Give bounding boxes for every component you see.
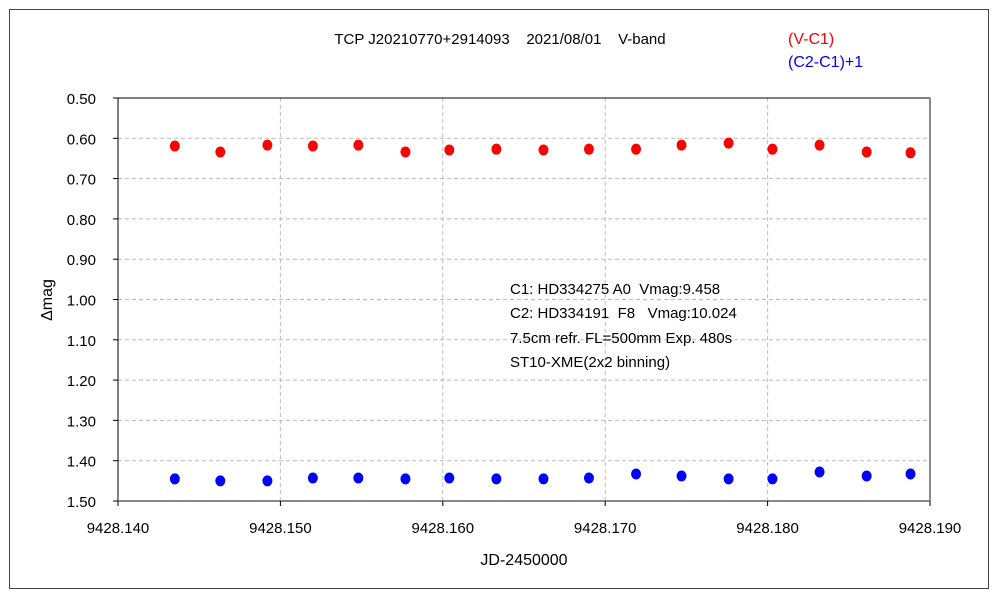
y-tick-label: 1.50: [67, 494, 96, 511]
y-tick-label: 0.80: [67, 212, 96, 229]
x-axis-label: JD-2450000: [480, 552, 567, 569]
c2-c1-point: [491, 473, 502, 485]
y-tick-label: 1.00: [67, 293, 96, 310]
legend-v-c1: (V-C1): [788, 31, 834, 48]
annotation-c2: C2: HD334191 F8 Vmag:10.024: [510, 305, 737, 322]
v-c1-point: [169, 140, 180, 152]
y-tick-label: 1.10: [67, 333, 96, 350]
v-c1-point: [723, 137, 734, 149]
legend-c2-c1: (C2-C1)+1: [788, 54, 863, 71]
annotation-c1: C1: HD334275 A0 Vmag:9.458: [510, 281, 720, 298]
v-c1-point: [631, 143, 642, 155]
c2-c1-point: [723, 473, 734, 485]
x-tick-label: 9428.150: [249, 520, 312, 537]
x-tick-label: 9428.140: [87, 520, 150, 537]
v-c1-point: [676, 139, 687, 151]
c2-c1-point: [767, 473, 778, 485]
y-tick-label: 0.60: [67, 131, 96, 148]
chart-frame: [9, 9, 989, 589]
c2-c1-point: [307, 472, 318, 484]
y-axis-label: Δmag: [39, 279, 56, 321]
x-tick-label: 9428.170: [574, 520, 637, 537]
v-c1-point: [861, 146, 872, 158]
v-c1-point: [307, 140, 318, 152]
c2-c1-point: [583, 472, 594, 484]
c2-c1-point: [905, 468, 916, 480]
v-c1-point: [583, 143, 594, 155]
v-c1-point: [767, 143, 778, 155]
v-c1-point: [905, 147, 916, 159]
v-c1-point: [215, 146, 226, 158]
c2-c1-point: [400, 473, 411, 485]
c2-c1-point: [215, 475, 226, 487]
y-tick-label: 1.30: [67, 413, 96, 430]
v-c1-point: [400, 146, 411, 158]
c2-c1-point: [353, 472, 364, 484]
v-c1-point: [353, 139, 364, 151]
y-tick-label: 0.50: [67, 91, 96, 108]
y-tick-label: 1.40: [67, 454, 96, 471]
v-c1-point: [538, 144, 549, 156]
chart-title: TCP J20210770+2914093 2021/08/01 V-band: [334, 31, 665, 48]
annotation-camera: ST10-XME(2x2 binning): [510, 354, 670, 371]
y-tick-label: 0.90: [67, 252, 96, 269]
v-c1-point: [814, 139, 825, 151]
v-c1-point: [444, 144, 455, 156]
x-tick-label: 9428.190: [899, 520, 962, 537]
c2-c1-point: [631, 468, 642, 480]
c2-c1-point: [861, 470, 872, 482]
y-tick-label: 1.20: [67, 373, 96, 390]
c2-c1-point: [444, 472, 455, 484]
x-tick-label: 9428.160: [412, 520, 475, 537]
c2-c1-point: [169, 473, 180, 485]
v-c1-point: [491, 143, 502, 155]
c2-c1-point: [676, 470, 687, 482]
c2-c1-point: [814, 466, 825, 478]
y-tick-label: 0.70: [67, 172, 96, 189]
c2-c1-point: [538, 473, 549, 485]
v-c1-point: [262, 139, 273, 151]
annotation-telescope: 7.5cm refr. FL=500mm Exp. 480s: [510, 330, 732, 347]
c2-c1-point: [262, 475, 273, 487]
x-tick-label: 9428.180: [736, 520, 799, 537]
